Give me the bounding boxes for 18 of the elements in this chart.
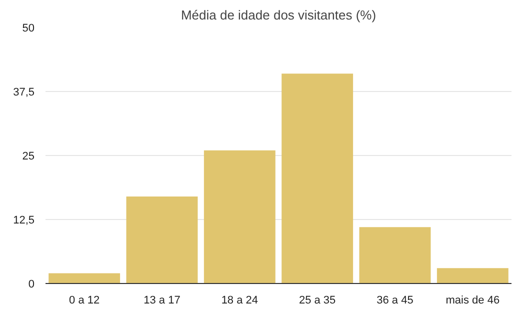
x-tick-label: 36 a 45 [376, 294, 414, 306]
bar [359, 227, 431, 284]
bar [436, 268, 508, 284]
x-tick-label: 18 a 24 [221, 294, 258, 306]
bar [204, 150, 276, 284]
chart-title: Média de idade dos visitantes (%) [180, 8, 376, 22]
y-tick-label: 0 [28, 278, 35, 290]
y-tick-label: 37,5 [13, 86, 35, 98]
bar [126, 196, 198, 284]
x-tick-label: 25 a 35 [298, 294, 336, 306]
x-tick-label: 13 a 17 [144, 294, 180, 306]
x-tick-label: 0 a 12 [69, 294, 100, 306]
bar [282, 74, 354, 284]
y-tick-label: 25 [22, 150, 35, 162]
y-tick-label: 50 [22, 22, 35, 34]
y-tick-label: 12,5 [13, 214, 35, 226]
bar [48, 273, 120, 284]
x-tick-label: mais de 46 [446, 294, 500, 306]
